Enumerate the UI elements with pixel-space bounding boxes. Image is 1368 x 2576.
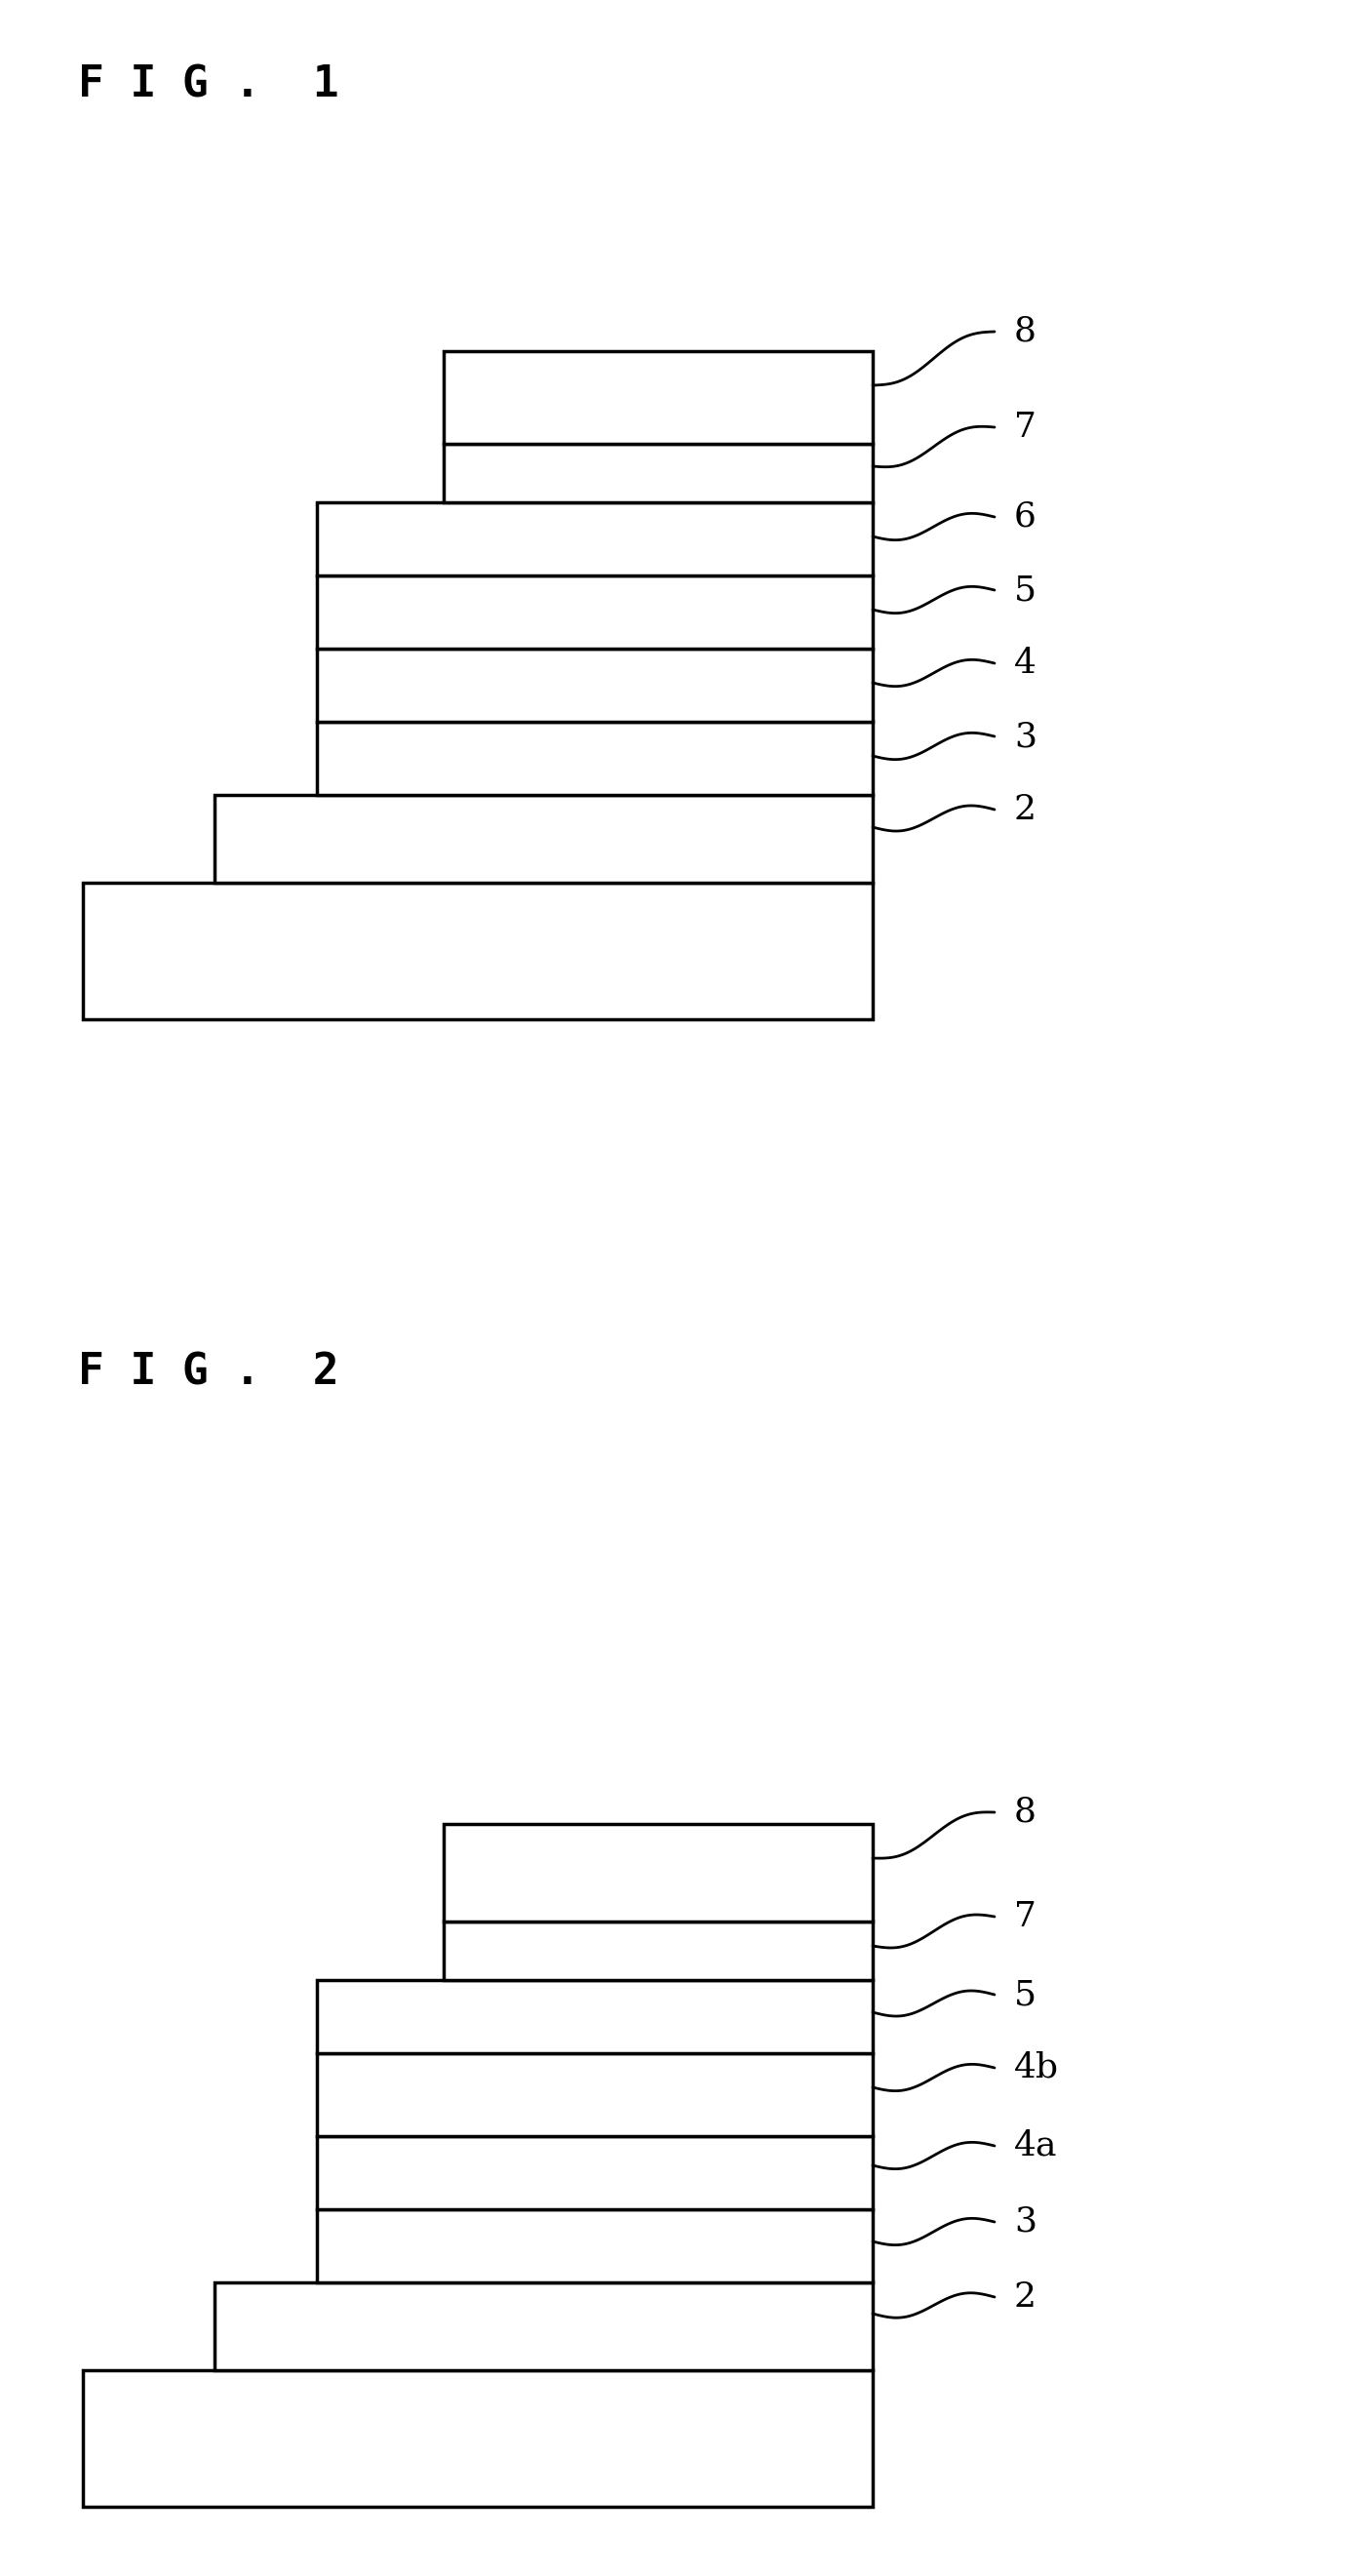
Text: 8: 8 bbox=[1014, 314, 1037, 348]
Bar bbox=[83, 2370, 873, 2506]
Bar bbox=[317, 2053, 873, 2136]
Text: 2: 2 bbox=[1014, 2280, 1037, 2313]
Text: 5: 5 bbox=[1014, 574, 1037, 608]
Bar bbox=[317, 649, 873, 721]
Text: F I G .  2: F I G . 2 bbox=[78, 1350, 339, 1394]
Bar bbox=[317, 1981, 873, 2053]
Bar bbox=[443, 1824, 873, 1922]
Text: 8: 8 bbox=[1014, 1795, 1037, 1829]
Bar bbox=[443, 443, 873, 502]
Bar bbox=[215, 796, 873, 884]
Bar bbox=[317, 574, 873, 649]
Bar bbox=[317, 502, 873, 574]
Text: 3: 3 bbox=[1014, 719, 1037, 752]
Text: 7: 7 bbox=[1014, 410, 1037, 443]
Text: 2: 2 bbox=[1014, 793, 1037, 827]
Text: 4b: 4b bbox=[1014, 2050, 1059, 2084]
Bar bbox=[443, 350, 873, 443]
Bar bbox=[215, 2282, 873, 2370]
Text: 6: 6 bbox=[1014, 500, 1037, 533]
Text: 4: 4 bbox=[1014, 647, 1037, 680]
Text: 5: 5 bbox=[1014, 1978, 1037, 2012]
Bar bbox=[317, 721, 873, 796]
Bar bbox=[317, 2136, 873, 2210]
Text: 3: 3 bbox=[1014, 2205, 1037, 2239]
Bar bbox=[83, 884, 873, 1020]
Bar bbox=[317, 2210, 873, 2282]
Bar bbox=[443, 1922, 873, 1981]
Text: 7: 7 bbox=[1014, 1901, 1037, 1932]
Text: F I G .  1: F I G . 1 bbox=[78, 64, 339, 106]
Text: 4a: 4a bbox=[1014, 2130, 1057, 2161]
